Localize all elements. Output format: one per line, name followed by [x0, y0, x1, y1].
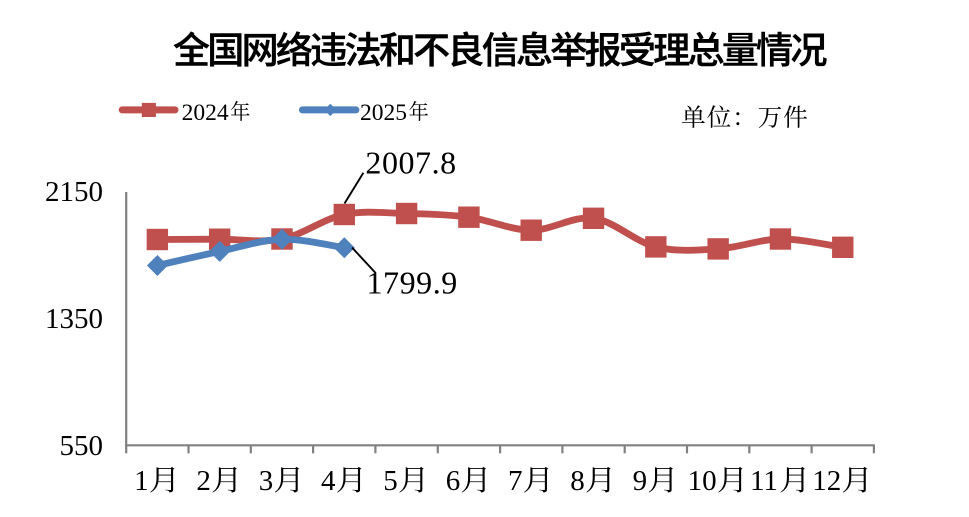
svg-text:11: 11: [750, 465, 778, 497]
svg-text:3: 3: [259, 465, 274, 497]
svg-text:6: 6: [446, 465, 461, 497]
svg-text:550: 550: [60, 430, 104, 462]
svg-text:7: 7: [508, 465, 523, 497]
svg-text:10: 10: [688, 465, 717, 497]
svg-text:1799.9: 1799.9: [367, 264, 458, 300]
svg-text:2150: 2150: [45, 176, 103, 208]
svg-text:12: 12: [812, 465, 841, 497]
svg-text:2024: 2024: [182, 100, 229, 126]
svg-text:8: 8: [570, 465, 585, 497]
svg-text:1350: 1350: [45, 303, 103, 335]
svg-text:2: 2: [196, 465, 211, 497]
svg-text:9: 9: [633, 465, 648, 497]
svg-text:1: 1: [134, 465, 149, 497]
svg-text:2007.8: 2007.8: [365, 145, 456, 181]
svg-text:5: 5: [383, 465, 398, 497]
svg-text:4: 4: [321, 465, 336, 497]
svg-text:2025: 2025: [360, 100, 407, 126]
